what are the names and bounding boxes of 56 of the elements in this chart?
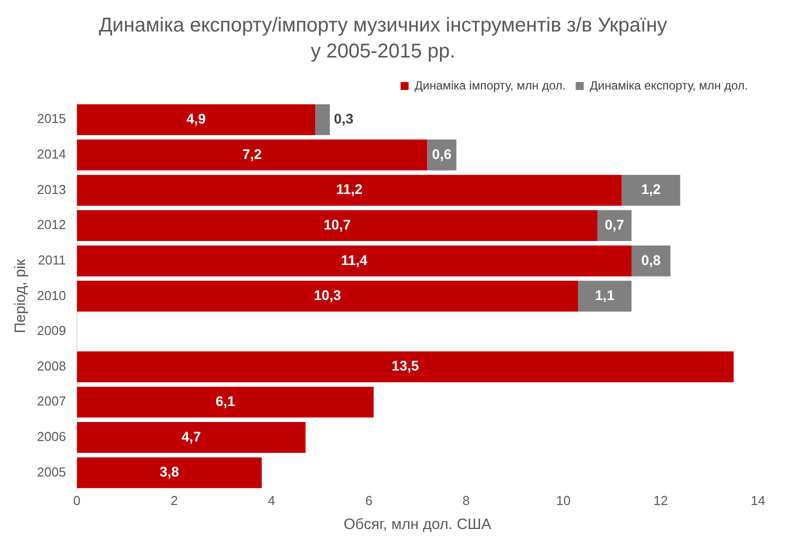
x-axis-title: Обсяг, млн дол. США	[344, 516, 492, 534]
data-label: 11,2	[336, 181, 363, 198]
data-label: 0,3	[334, 110, 354, 127]
bar	[76, 104, 316, 136]
bar	[76, 174, 622, 206]
bar	[76, 351, 734, 382]
data-label: 4,9	[186, 110, 206, 127]
bar	[76, 422, 306, 453]
bar	[76, 457, 262, 488]
data-label: 7,2	[242, 146, 262, 162]
bar	[76, 140, 428, 170]
data-label: 10,7	[324, 216, 352, 232]
bar	[76, 386, 374, 418]
data-label: 11,4	[340, 252, 368, 268]
data-label: 0,8	[641, 252, 661, 268]
x-tick-label: 0	[73, 492, 81, 508]
x-tick-label: 14	[750, 492, 766, 508]
y-tick-label: 2009	[37, 323, 66, 338]
bar	[76, 280, 578, 312]
bar	[597, 210, 632, 242]
bar	[622, 174, 680, 206]
legend-label: Динаміка експорту, млн дол.	[590, 78, 748, 92]
y-tick-label: 2011	[38, 252, 66, 268]
x-tick-label: 6	[365, 492, 372, 508]
x-tick-label: 8	[462, 492, 470, 508]
data-label: 10,3	[314, 287, 342, 304]
chart-title: Динаміка експорту/імпорту музичних інструментів з/в Україну	[98, 14, 668, 37]
data-label: 0,6	[432, 146, 452, 162]
y-tick-label: 2008	[37, 358, 66, 374]
data-label: 13,5	[392, 358, 420, 374]
bar	[76, 245, 632, 276]
data-label: 4,7	[182, 428, 202, 444]
data-label: 1,2	[641, 181, 661, 198]
bar	[76, 210, 598, 242]
y-tick-label: 2010	[37, 288, 66, 303]
y-tick-label: 2012	[37, 217, 66, 232]
y-axis-title: Період, рік	[12, 258, 30, 334]
y-tick-label: 2014	[37, 146, 66, 162]
data-label: 3,8	[160, 464, 180, 480]
y-tick-label: 2005	[37, 464, 66, 480]
bar	[578, 280, 632, 312]
data-label: 1,1	[595, 287, 615, 304]
x-tick-label: 10	[556, 492, 571, 508]
y-tick-label: 2007	[37, 394, 66, 409]
data-label: 0,7	[604, 216, 624, 232]
x-tick-label: 4	[268, 492, 276, 508]
x-tick-label: 2	[170, 492, 178, 508]
bar	[632, 245, 670, 276]
legend-label: Динаміка імпорту, млн дол.	[414, 78, 566, 92]
y-tick-label: 2015	[37, 111, 66, 126]
data-label: 6,1	[216, 392, 236, 409]
y-tick-label: 2013	[37, 182, 66, 197]
bar	[315, 104, 330, 136]
y-tick-label: 2006	[37, 429, 66, 444]
x-tick-label: 12	[653, 492, 668, 508]
chart-subtitle: у 2005-2015 рр.	[310, 40, 456, 63]
